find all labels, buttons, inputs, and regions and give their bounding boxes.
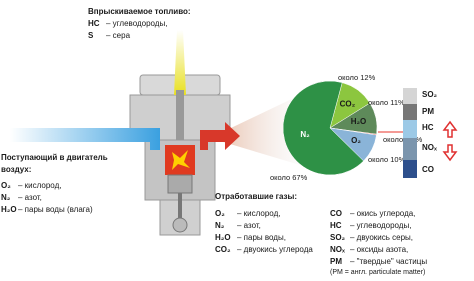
value-label: около 11% [368,98,405,107]
title: Отработавшие газы: [215,192,297,201]
engine [10,30,300,236]
formula: S [88,31,94,40]
description: – углеводороды, [106,19,167,28]
formula: CO [330,209,342,218]
note: (PM = англ. particulate matter) [330,269,425,276]
bar-label: CO [422,165,434,174]
formula: HC [330,221,342,230]
bar-label: PM [422,107,434,116]
title: воздух: [1,165,31,174]
description: – оксиды азота, [350,245,408,254]
value-label: около 12% [338,73,376,82]
formula: O₂ [215,209,225,218]
description: – кислород, [237,209,280,218]
slice-label: CO₂ [340,100,356,109]
bar-label: NOₓ [422,143,437,152]
value-label: около 67% [270,173,308,182]
formula: PM [330,257,342,266]
formula: O₂ [1,181,11,190]
pie-chart: CO₂ около 12% H₂O около 11% около 0,3% O₂ окол… [270,73,423,182]
description: – пары воды (влага) [18,205,93,214]
slice-label: O₂ [351,136,361,145]
bar-label: HC [422,123,434,132]
description: – кислород, [18,181,61,190]
description: – углеводороды, [350,221,411,230]
description: – азот, [18,193,42,202]
description: – азот, [237,221,261,230]
formula: H₂O [1,205,17,214]
title: Впрыскиваемое топливо: [88,7,191,16]
value-label: около 10% [368,155,406,164]
formula: H₂O [215,233,231,242]
formula: CO₂ [215,245,231,254]
slice-label: N₂ [300,130,310,139]
description: – окись углерода, [350,209,415,218]
title: Поступающий в двигатель [1,153,108,162]
formula: SO₂ [330,233,346,242]
description: – двуокись углерода [237,245,313,254]
description: – сера [106,31,131,40]
slice-label: H₂O [351,117,367,126]
description: – двуокись серы, [350,233,413,242]
formula: N₂ [215,221,225,230]
formula: N₂ [1,193,11,202]
value-label: около 0,3% [383,135,423,144]
formula: HC [88,19,100,28]
pollutant-bar [403,88,458,178]
description: – пары воды, [237,233,286,242]
bar-label: SO₂ [422,90,438,99]
pie-slice [282,80,364,176]
description: – "твердые" частицы [350,257,427,266]
formula: NOₓ [330,245,345,254]
